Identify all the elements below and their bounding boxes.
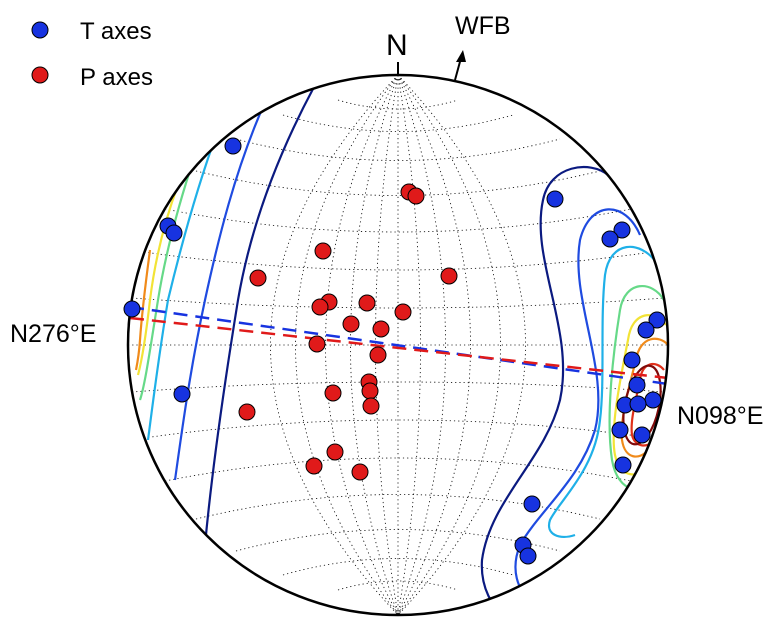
p-axes-points (238, 183, 458, 481)
p-axis-point (342, 315, 360, 333)
t-axis-point (123, 300, 141, 318)
grid-parallel (337, 580, 459, 591)
p-axis-point (314, 242, 332, 260)
contour-level-5-west (136, 184, 180, 376)
p-axis-point (358, 294, 376, 312)
t-axis-point (173, 385, 191, 403)
t-axis-point (546, 190, 564, 208)
t-axis-point (644, 391, 662, 409)
wfb-arrow-icon (454, 50, 466, 81)
legend-p-axes-label: P axes (80, 64, 153, 91)
p-axis-point (362, 397, 380, 415)
t-axis-trend-line (129, 305, 668, 386)
t-axis-point (629, 395, 647, 413)
p-axis-point (407, 187, 425, 205)
grid-parallel (131, 381, 665, 393)
t-axis-point (224, 137, 242, 155)
t-axes-points (123, 137, 666, 565)
stereonet-primitive-circle (126, 73, 670, 617)
t-axis-point (623, 351, 641, 369)
legend-p-axes-marker (31, 66, 49, 84)
p-axis-point (238, 403, 256, 421)
contour-level-1-west (203, 86, 315, 546)
t-axis-point (601, 230, 619, 248)
p-axis-point (351, 463, 369, 481)
grid-parallel (235, 529, 561, 552)
grid-parallel (164, 208, 632, 233)
north-label: N (386, 29, 408, 62)
p-axis-point (361, 382, 379, 400)
grid-parallel (282, 114, 514, 132)
west-azimuth-label: N276°E (10, 320, 96, 348)
t-axis-point (613, 221, 631, 239)
t-axis-point (648, 311, 666, 329)
grid-parallel (337, 99, 459, 110)
t-axis-point (165, 224, 183, 242)
contour-level-5-east (612, 314, 667, 476)
contour-level-2-east (514, 208, 642, 601)
density-contours (134, 86, 668, 613)
legend-t-axes-label: T axes (80, 18, 152, 45)
t-axis-point (628, 376, 646, 394)
contour-level-3-west (146, 129, 220, 441)
t-axis-point (519, 547, 537, 565)
grid-parallel (195, 494, 601, 520)
p-axis-point (372, 320, 390, 338)
grid-meridian (397, 75, 471, 615)
grid-parallel (235, 138, 561, 161)
contour-level-1-east (480, 166, 609, 613)
grid-meridian (397, 75, 446, 615)
p-axis-point (249, 269, 267, 287)
t-axis-point (614, 456, 632, 474)
grid-meridian (375, 75, 399, 615)
p-axis-point (305, 457, 323, 475)
t-axis-point (633, 426, 651, 444)
wfb-label: WFB (455, 12, 511, 40)
p-axis-point (324, 384, 342, 402)
p-axis-point (326, 443, 344, 461)
grid-parallel (131, 297, 665, 309)
grid-parallel (282, 558, 514, 576)
t-axis-point (611, 421, 629, 439)
p-axis-trend-line (129, 316, 668, 380)
p-axis-point (440, 267, 458, 285)
contour-level-6-west (134, 249, 152, 371)
p-axis-point (369, 346, 387, 364)
grid-meridian (397, 75, 421, 615)
p-axis-point (308, 335, 326, 353)
legend: T axes P axes (31, 18, 153, 91)
legend-t-axes-marker (31, 21, 49, 39)
p-axis-point (394, 303, 412, 321)
t-axis-point (523, 495, 541, 513)
east-azimuth-label: N098°E (677, 402, 763, 430)
contour-level-2-west (173, 101, 267, 481)
contour-level-3-east (547, 245, 657, 538)
p-axis-point (311, 298, 329, 316)
t-axis-point (637, 321, 655, 339)
grid-parallel (195, 170, 601, 196)
contour-level-4-west (138, 154, 197, 401)
